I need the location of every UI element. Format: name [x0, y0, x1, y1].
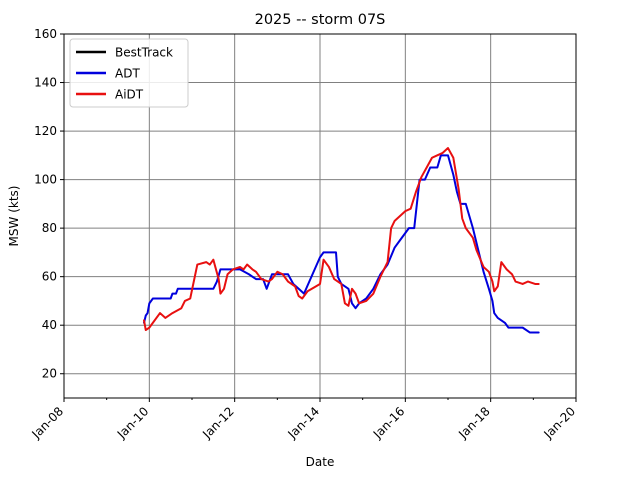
- y-axis-title: MSW (kts): [7, 186, 21, 247]
- y-tick-label: 140: [34, 76, 57, 90]
- y-tick-label: 120: [34, 124, 57, 138]
- legend-label-besttrack: BestTrack: [115, 46, 173, 60]
- series-line-aidt: [143, 147, 540, 332]
- y-tick-label: 40: [42, 318, 57, 332]
- chart-title: 2025 -- storm 07S: [255, 12, 386, 28]
- y-tick-label: 20: [42, 367, 57, 381]
- legend-box: [69, 38, 189, 108]
- y-tick-label: 80: [42, 221, 57, 235]
- y-tick-label: 100: [34, 173, 57, 187]
- series-lines: [143, 147, 540, 334]
- x-axis-title: Date: [306, 455, 335, 469]
- y-tick-label: 60: [42, 270, 57, 284]
- legend: BestTrack ADT AiDT: [69, 38, 189, 108]
- y-tick-label: 160: [34, 27, 57, 41]
- legend-label-aidt: AiDT: [115, 88, 144, 102]
- legend-label-adt: ADT: [115, 67, 140, 81]
